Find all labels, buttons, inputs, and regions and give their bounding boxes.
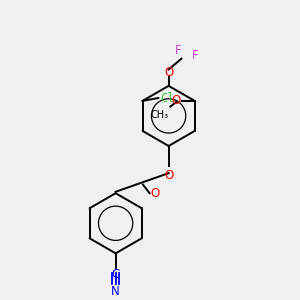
Text: Cl: Cl <box>160 92 174 104</box>
Text: O: O <box>164 67 173 80</box>
Text: O: O <box>171 94 180 107</box>
Text: N: N <box>111 285 120 298</box>
Text: O: O <box>164 169 173 182</box>
Text: CH₃: CH₃ <box>150 110 168 120</box>
Text: F: F <box>192 49 199 62</box>
Text: F: F <box>175 44 182 57</box>
Text: O: O <box>151 187 160 200</box>
Text: C: C <box>112 268 120 281</box>
